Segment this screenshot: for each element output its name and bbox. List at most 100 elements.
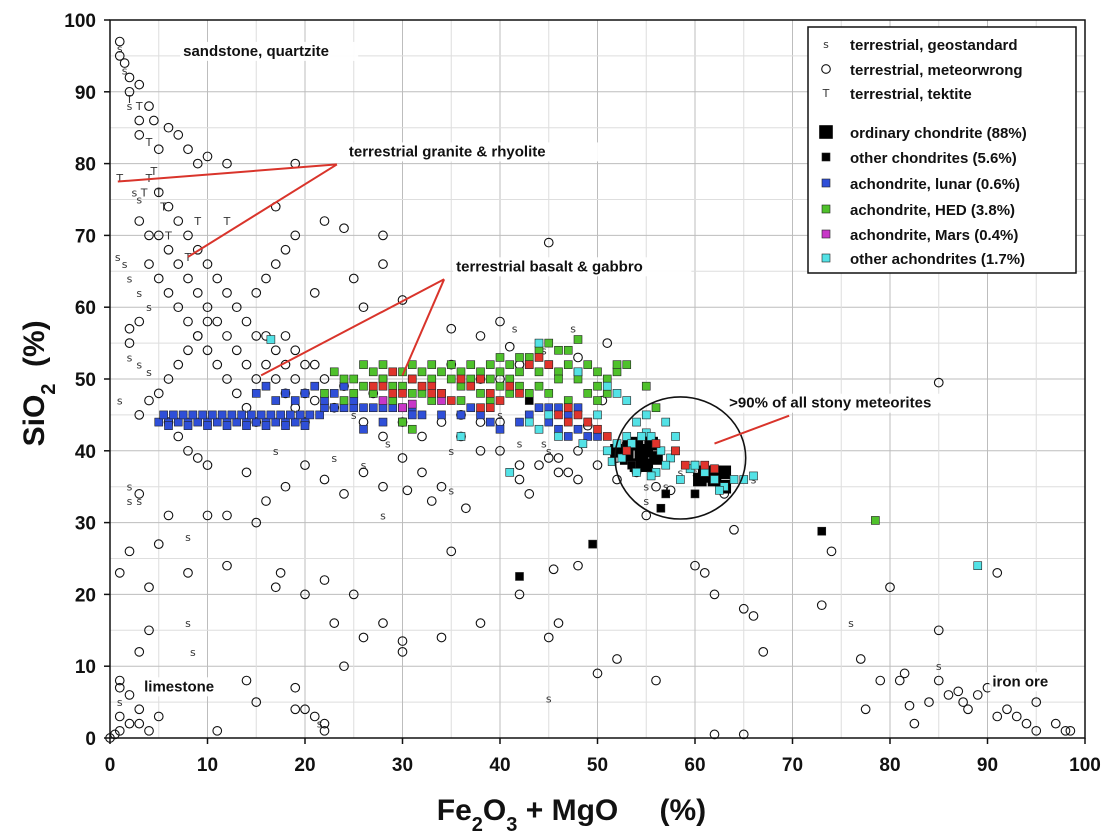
data-point <box>554 374 563 384</box>
data-point <box>632 417 641 427</box>
data-point <box>671 432 680 441</box>
data-point <box>134 115 145 126</box>
data-point: T <box>164 229 172 242</box>
data-point <box>134 704 145 715</box>
data-point <box>202 316 213 327</box>
data-point <box>153 273 164 284</box>
data-point <box>183 345 193 356</box>
data-point <box>378 417 388 427</box>
data-point <box>349 389 359 398</box>
data-point <box>515 389 524 398</box>
data-point <box>553 618 564 628</box>
data-point: s <box>497 409 503 422</box>
data-point: s <box>185 531 191 544</box>
data-point <box>319 374 330 384</box>
data-point <box>436 632 447 643</box>
data-point: s <box>127 495 133 508</box>
data-point <box>671 446 680 456</box>
data-point <box>485 360 495 369</box>
data-point <box>456 381 466 391</box>
data-point <box>485 396 495 405</box>
data-point <box>124 690 135 700</box>
data-point <box>163 201 174 212</box>
meteorite-ellipse <box>614 396 747 520</box>
data-point <box>709 589 720 600</box>
data-point: s <box>136 194 142 207</box>
x-axis-title: Fe2O3 + MgO <box>437 794 618 835</box>
data-point <box>563 417 573 427</box>
data-point <box>242 421 251 430</box>
data-point <box>943 690 954 700</box>
data-point <box>173 216 184 226</box>
data-point <box>715 485 724 495</box>
data-point <box>427 381 437 391</box>
data-point <box>173 302 184 313</box>
data-point <box>495 445 505 456</box>
data-point <box>212 273 223 284</box>
data-point <box>933 377 944 388</box>
data-point <box>515 367 524 377</box>
data-point <box>651 675 661 686</box>
data-point <box>593 424 602 434</box>
data-point <box>339 374 349 384</box>
data-point <box>329 403 339 413</box>
data-point <box>417 381 427 391</box>
data-point <box>241 316 252 327</box>
data-point <box>748 611 759 621</box>
data-point <box>358 302 369 313</box>
legend-marker <box>821 64 831 74</box>
data-point <box>247 410 256 420</box>
data-point: T <box>154 186 162 199</box>
data-point <box>378 259 388 269</box>
data-point <box>329 367 339 377</box>
data-point: T <box>115 172 123 185</box>
data-point: s <box>115 251 121 264</box>
data-point <box>573 445 583 456</box>
data-point <box>544 389 554 398</box>
data-point <box>153 144 164 155</box>
data-point <box>1002 704 1012 715</box>
legend-marker: T <box>822 87 830 100</box>
data-point <box>407 399 417 409</box>
data-point <box>534 345 544 355</box>
data-point: s <box>122 258 128 271</box>
legend-item: ordinary chondrite (88%) <box>819 125 1027 142</box>
data-point <box>534 424 544 434</box>
data-point <box>183 144 193 155</box>
data-point: s <box>546 693 552 706</box>
data-point <box>124 546 135 557</box>
data-point <box>227 410 237 420</box>
data-point: s <box>848 617 854 630</box>
data-point <box>173 259 184 269</box>
data-point <box>909 718 920 729</box>
legend-label: ordinary chondrite (88%) <box>850 125 1027 142</box>
data-point <box>319 575 330 585</box>
data-point <box>548 564 559 575</box>
data-point <box>553 467 564 478</box>
data-point <box>612 654 622 664</box>
data-point <box>212 316 223 327</box>
data-point <box>163 510 174 521</box>
data-point <box>543 237 554 248</box>
data-point <box>963 704 973 715</box>
data-point: s <box>117 395 123 408</box>
annotation-background <box>141 677 225 697</box>
data-point <box>163 122 174 133</box>
data-point <box>602 338 613 348</box>
annotation-arrow <box>401 278 446 376</box>
data-point <box>134 489 145 499</box>
data-point <box>270 374 281 384</box>
legend-marker <box>821 152 831 162</box>
annotation-label: terrestrial basalt & gabbro <box>456 258 643 275</box>
data-point <box>144 395 154 406</box>
legend-label: achondrite, Mars (0.4%) <box>850 227 1018 244</box>
data-point <box>202 510 213 521</box>
data-point <box>173 417 183 427</box>
data-point <box>466 374 476 384</box>
data-point <box>134 718 145 729</box>
x-tick-label: 50 <box>587 755 608 776</box>
annotation-label: >90% of all stony meteorites <box>729 395 931 412</box>
data-point <box>319 718 330 729</box>
data-point <box>904 700 915 711</box>
data-point <box>222 421 232 430</box>
